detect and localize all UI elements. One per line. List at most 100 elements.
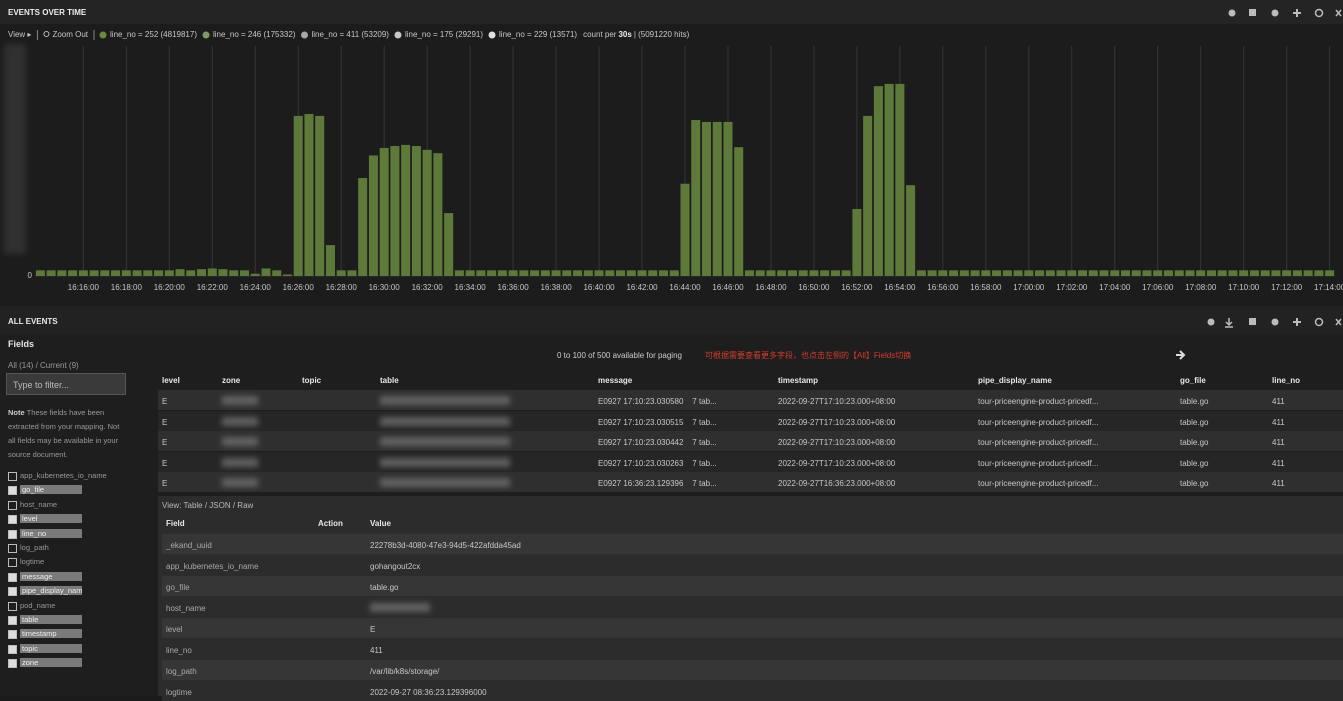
field-checkbox[interactable] <box>8 529 17 539</box>
field-name[interactable]: table <box>20 615 82 624</box>
share-icon[interactable] <box>1249 318 1256 325</box>
column-header[interactable]: zone <box>222 376 241 385</box>
bar <box>906 185 916 276</box>
column-header[interactable]: topic <box>302 376 322 385</box>
field-checkbox[interactable] <box>8 587 17 597</box>
detail-row <box>162 681 1343 701</box>
legend-swatch[interactable] <box>99 31 107 39</box>
info-icon[interactable] <box>1207 318 1215 326</box>
legend-swatch[interactable] <box>202 31 210 39</box>
field-name[interactable]: zone <box>20 658 82 668</box>
table-row[interactable] <box>158 410 1343 431</box>
detail-field: level <box>166 625 183 634</box>
x-tick-label: 16:38:00 <box>541 283 573 292</box>
field-name[interactable]: pipe_display_name <box>20 586 82 596</box>
export-icon[interactable] <box>1225 318 1233 328</box>
next-page[interactable] <box>1174 349 1186 361</box>
field-name[interactable]: host_name <box>20 499 58 509</box>
bar <box>1217 270 1227 276</box>
cell: tour-priceengine-product-pricedf... <box>978 397 1099 406</box>
field-checkbox[interactable] <box>8 515 17 525</box>
bar <box>272 270 282 276</box>
note-label: Note <box>8 408 25 417</box>
bar <box>659 270 669 276</box>
detail-field: logtime <box>166 688 192 697</box>
x-tick-label: 17:08:00 <box>1185 283 1217 292</box>
field-name[interactable]: topic <box>20 643 82 653</box>
table-row[interactable] <box>158 451 1343 472</box>
field-checkbox[interactable] <box>8 659 17 669</box>
fields-scope[interactable]: All (14) / Current (9) <box>8 361 79 370</box>
bar <box>347 270 357 276</box>
blurred-cell <box>222 396 258 405</box>
cell: tour-priceengine-product-pricedf... <box>978 417 1099 427</box>
settings-icon[interactable] <box>1271 318 1279 326</box>
field-name[interactable]: logtime <box>20 557 45 567</box>
legend-text: line_no = 411 (53209) <box>312 30 390 39</box>
table-row[interactable] <box>158 390 1343 410</box>
field-checkbox[interactable] <box>8 616 17 625</box>
refresh-icon[interactable] <box>1314 8 1324 18</box>
field-name[interactable]: go_file <box>20 485 82 495</box>
chart-title: EVENTS OVER TIME <box>8 8 87 17</box>
detail-view-switch[interactable]: View: Table / JSON / Raw <box>162 501 254 510</box>
field-checkbox[interactable] <box>8 500 17 510</box>
field-checkbox[interactable] <box>8 630 17 640</box>
bar <box>1174 270 1184 276</box>
bar <box>916 270 926 276</box>
x-tick-label: 16:46:00 <box>712 283 744 292</box>
close-icon[interactable] <box>1335 9 1342 17</box>
column-header[interactable]: table <box>380 376 399 385</box>
detail-row <box>162 618 1343 638</box>
settings-icon[interactable] <box>1271 9 1279 17</box>
bar <box>78 270 88 276</box>
cell: table.go <box>1180 438 1209 448</box>
field-name[interactable]: timestamp <box>20 629 82 639</box>
legend-swatch[interactable] <box>488 31 496 39</box>
field-checkbox[interactable] <box>8 558 17 568</box>
field-checkbox[interactable] <box>8 486 17 496</box>
field-checkbox[interactable] <box>8 472 17 481</box>
table-row[interactable] <box>158 431 1343 452</box>
field-name[interactable]: message <box>20 571 82 581</box>
cell: 2022-09-27T17:10:23.000+08:00 <box>778 438 896 448</box>
column-header[interactable]: message <box>598 376 633 385</box>
field-name[interactable]: app_kubernetes_io_name <box>20 471 107 480</box>
field-checkbox[interactable] <box>8 572 17 582</box>
bar <box>1002 270 1012 276</box>
column-header[interactable]: timestamp <box>778 376 819 385</box>
x-tick-label: 16:32:00 <box>412 283 444 292</box>
legend-swatch[interactable] <box>301 31 308 39</box>
filter-input[interactable]: Type to filter... <box>6 373 126 395</box>
add-icon[interactable] <box>1293 9 1301 17</box>
column-header[interactable]: pipe_display_name <box>978 376 1052 385</box>
info-icon[interactable] <box>1228 9 1236 17</box>
field-checkbox[interactable] <box>8 644 17 654</box>
x-tick-label: 16:34:00 <box>455 283 487 292</box>
bar <box>1099 270 1109 276</box>
zoom-icon[interactable] <box>43 31 50 37</box>
close-icon[interactable] <box>1335 318 1342 326</box>
legend-text: View ▸ <box>8 30 31 39</box>
bar <box>648 270 658 276</box>
bar <box>852 208 862 276</box>
table-row[interactable] <box>158 472 1343 493</box>
column-header[interactable]: go_file <box>1180 376 1206 385</box>
field-checkbox[interactable] <box>8 601 17 611</box>
field-name[interactable]: log_path <box>20 543 49 552</box>
column-header[interactable]: level <box>162 376 180 385</box>
bar <box>1056 270 1066 276</box>
field-name[interactable]: level <box>20 514 82 524</box>
column-header[interactable]: line_no <box>1272 376 1301 385</box>
add-icon[interactable] <box>1293 318 1301 326</box>
x-tick-label: 17:10:00 <box>1228 283 1260 292</box>
field-name[interactable]: pod_name <box>20 600 56 610</box>
bar <box>1249 270 1259 276</box>
field-name[interactable]: line_no <box>20 528 82 538</box>
cell: E0927 17:10:23.030515 7 tab... <box>598 417 717 427</box>
refresh-icon[interactable] <box>1314 317 1324 327</box>
bar <box>89 270 99 276</box>
field-checkbox[interactable] <box>8 544 17 553</box>
legend-swatch[interactable] <box>394 31 402 39</box>
share-icon[interactable] <box>1249 9 1256 16</box>
